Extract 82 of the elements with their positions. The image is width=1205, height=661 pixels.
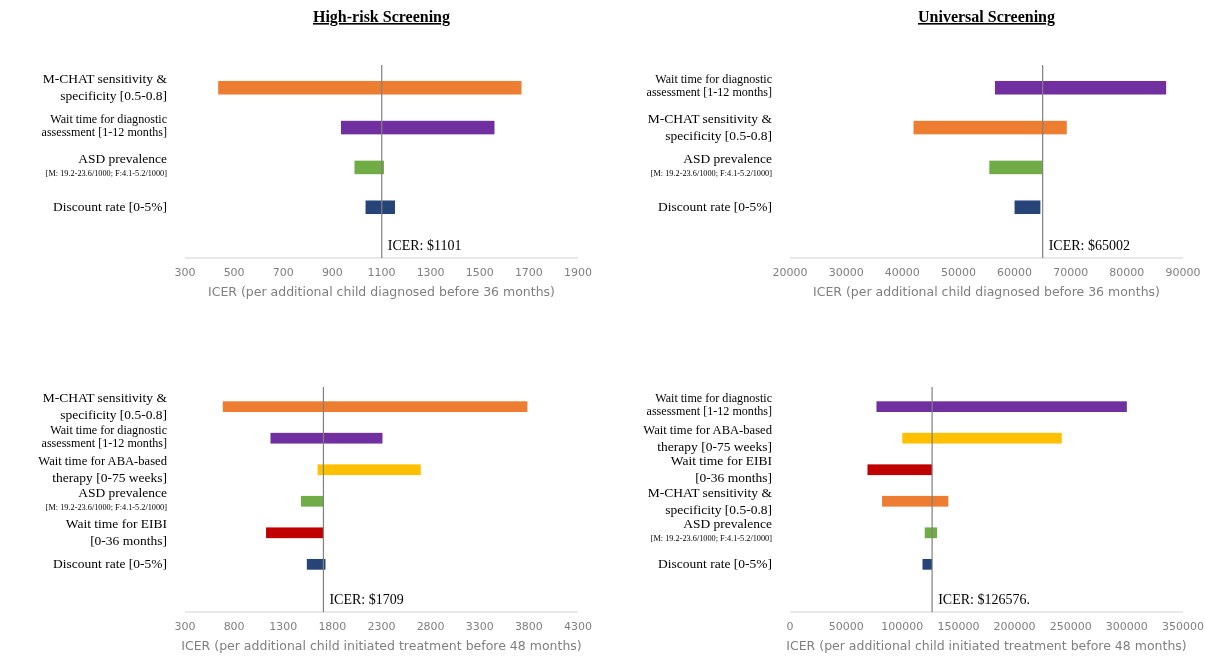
x-tick-label: 1500: [465, 266, 494, 279]
x-tick-label: 300: [174, 620, 196, 633]
bar: [882, 495, 949, 507]
bar: [365, 200, 396, 215]
x-tick-label: 250000: [1049, 620, 1092, 633]
x-tick-label: 20000: [772, 266, 808, 279]
x-axis-title: ICER (per additional child initiated treatment before 48 months): [786, 638, 1187, 653]
x-tick-label: 500: [223, 266, 245, 279]
x-axis-title: ICER (per additional child initiated treatment before 48 months): [181, 638, 582, 653]
bar: [1014, 200, 1041, 215]
ref-line-label: ICER: $65002: [1048, 238, 1130, 253]
bar: [317, 464, 421, 476]
x-tick-label: 700: [272, 266, 294, 279]
x-tick-label: 4300: [564, 620, 592, 633]
bar: [300, 495, 324, 507]
bar: [902, 432, 1062, 444]
x-tick-label: 1900: [564, 266, 592, 279]
chart-title: High-risk Screening: [312, 8, 451, 26]
x-tick-label: 2800: [416, 620, 445, 633]
x-tick-label: 200000: [993, 620, 1036, 633]
y-tick-label: M-CHAT sensitivity & specificity [0.5-0.8]: [42, 390, 168, 423]
y-tick-label: M-CHAT sensitivity & specificity [0.5-0.8]: [42, 71, 168, 104]
x-tick-label: 80000: [1109, 266, 1145, 279]
y-tick-label: Discount rate [0-5%]: [53, 199, 167, 215]
x-tick-label: 300: [174, 266, 196, 279]
y-tick-label: Wait time for EIBI [0-36 months]: [65, 516, 168, 549]
ref-line-label: ICER: $126576.: [938, 592, 1030, 607]
x-tick-label: 60000: [997, 266, 1033, 279]
x-tick-label: 1700: [514, 266, 543, 279]
x-tick-label: 1800: [318, 620, 347, 633]
x-tick-label: 1100: [367, 266, 396, 279]
x-tick-label: 100000: [881, 620, 924, 633]
y-tick-label: Wait time for diagnostic assessment [1-12 months]: [41, 422, 167, 450]
y-tick-label: Wait time for diagnostic assessment [1-12 months]: [646, 72, 772, 100]
y-tick-label: Wait time for diagnostic assessment [1-12 months]: [646, 391, 772, 419]
x-tick-label: 0: [786, 620, 794, 633]
x-tick-label: 3800: [514, 620, 543, 633]
chart-title: Universal Screening: [917, 8, 1056, 26]
bar: [989, 160, 1043, 175]
x-tick-label: 300000: [1105, 620, 1148, 633]
ref-line-label: ICER: $1101: [387, 238, 462, 253]
y-tick-label: ASD prevalence [M: 19.2-23.6/1000; F:4.1-5.2/1000]: [45, 150, 168, 178]
x-tick-label: 350000: [1162, 620, 1204, 633]
bar: [994, 80, 1167, 95]
x-axis-title: ICER (per additional child diagnosed before 36 months): [812, 284, 1161, 299]
bar: [913, 120, 1067, 135]
x-tick-label: 70000: [1053, 266, 1089, 279]
bar: [270, 432, 383, 444]
x-tick-label: 2300: [367, 620, 396, 633]
bar: [354, 160, 384, 175]
y-tick-label: Wait time for EIBI [0-36 months]: [670, 453, 773, 486]
y-tick-label: M-CHAT sensitivity & specificity [0.5-0.8]: [647, 484, 773, 517]
x-tick-label: 90000: [1165, 266, 1201, 279]
x-tick-label: 1300: [269, 620, 298, 633]
x-tick-label: 800: [223, 620, 245, 633]
bar: [218, 80, 522, 95]
x-tick-label: 3300: [465, 620, 494, 633]
y-tick-label: Wait time for ABA-based therapy [0-75 weeks]: [38, 454, 168, 486]
x-tick-label: 1300: [416, 266, 445, 279]
x-axis-title: ICER (per additional child diagnosed before 36 months): [207, 284, 556, 299]
y-tick-label: ASD prevalence [M: 19.2-23.6/1000; F:4.1-5.2/1000]: [650, 150, 773, 178]
x-tick-label: 150000: [937, 620, 980, 633]
y-tick-label: Wait time for diagnostic assessment [1-12 months]: [41, 112, 167, 140]
x-tick-label: 50000: [940, 266, 976, 279]
x-tick-label: 50000: [828, 620, 864, 633]
bar: [340, 120, 495, 135]
y-tick-label: Discount rate [0-5%]: [658, 556, 772, 572]
y-tick-label: Discount rate [0-5%]: [53, 556, 167, 572]
y-tick-label: ASD prevalence [M: 19.2-23.6/1000; F:4.1-5.2/1000]: [650, 516, 773, 544]
y-tick-label: Discount rate [0-5%]: [658, 199, 772, 215]
x-tick-label: 40000: [884, 266, 920, 279]
y-tick-label: Wait time for ABA-based therapy [0-75 weeks]: [643, 422, 773, 454]
x-tick-label: 900: [321, 266, 343, 279]
x-tick-label: 30000: [828, 266, 864, 279]
y-tick-label: ASD prevalence [M: 19.2-23.6/1000; F:4.1-5.2/1000]: [45, 484, 168, 512]
bar: [222, 401, 528, 413]
y-tick-label: M-CHAT sensitivity & specificity [0.5-0.8]: [647, 111, 773, 144]
bar: [867, 464, 933, 476]
bar: [876, 401, 1127, 413]
ref-line-label: ICER: $1709: [329, 592, 404, 607]
bar: [306, 558, 326, 570]
bar: [266, 527, 324, 539]
